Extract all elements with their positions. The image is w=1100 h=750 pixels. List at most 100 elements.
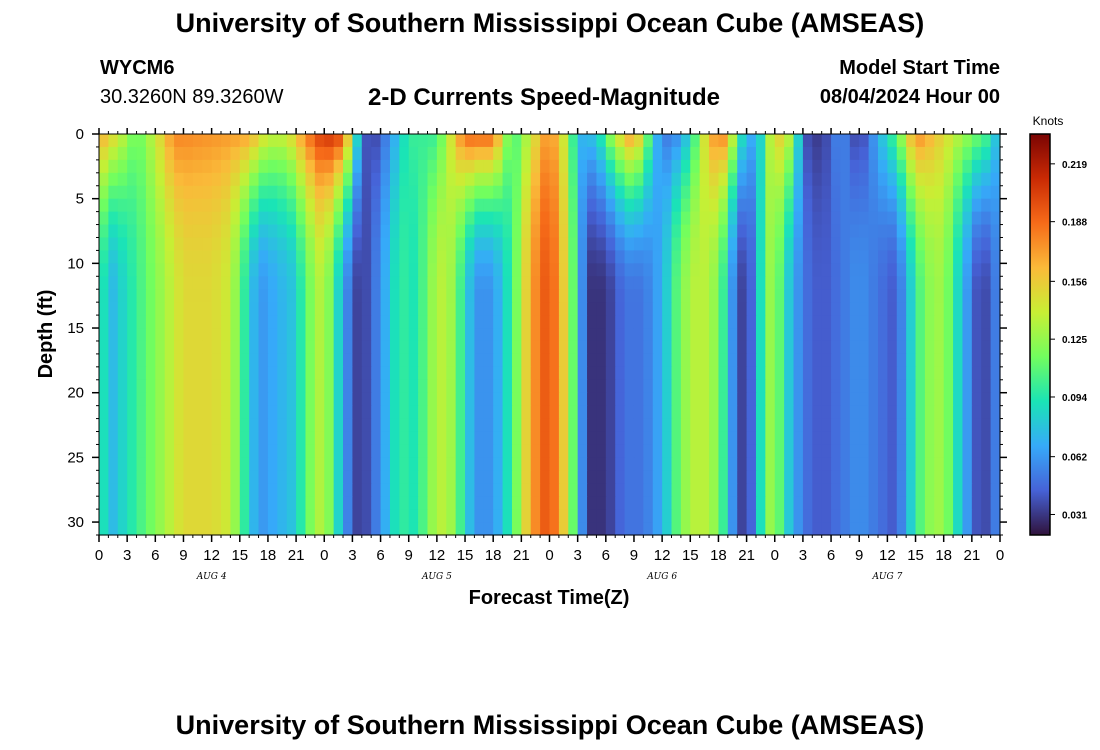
heatmap-cell	[455, 444, 466, 458]
x-tick-label: 3	[573, 547, 581, 564]
heatmap-cell	[981, 522, 992, 536]
heatmap-cell	[502, 224, 513, 239]
heatmap-cell	[455, 198, 466, 213]
heatmap-cell	[540, 405, 551, 420]
heatmap-cell	[774, 172, 785, 187]
heatmap-cell	[540, 328, 551, 342]
heatmap-cell	[793, 431, 804, 446]
heatmap-cell	[981, 211, 992, 226]
heatmap-cell	[202, 340, 213, 355]
heatmap-cell	[877, 237, 888, 252]
heatmap-cell	[877, 276, 888, 290]
heatmap-cell	[906, 276, 917, 290]
heatmap-cell	[155, 263, 166, 277]
heatmap-cell	[624, 328, 635, 342]
heatmap-cell	[812, 431, 823, 446]
heatmap-cell	[221, 237, 231, 252]
heatmap-cell	[465, 366, 476, 381]
heatmap-cell	[249, 522, 260, 536]
heatmap-cell	[643, 392, 654, 407]
heatmap-cell	[615, 134, 626, 148]
heatmap-cell	[690, 353, 701, 368]
heatmap-cell	[474, 483, 485, 497]
heatmap-cell	[934, 328, 945, 342]
heatmap-cell	[202, 457, 213, 471]
heatmap-cell	[633, 379, 644, 394]
heatmap-cell	[615, 470, 626, 484]
heatmap-cell	[192, 483, 203, 497]
x-tick-label: 18	[935, 547, 952, 564]
heatmap-cell	[971, 405, 982, 420]
heatmap-cell	[943, 353, 954, 368]
y-tick-label: 30	[67, 514, 84, 531]
heatmap-cell	[821, 159, 832, 174]
heatmap-cell	[136, 405, 147, 420]
heatmap-cell	[784, 146, 795, 161]
heatmap-cell	[296, 379, 307, 394]
heatmap-cell	[802, 250, 813, 264]
heatmap-cell	[117, 237, 128, 252]
heatmap-cell	[549, 522, 560, 536]
heatmap-cell	[455, 224, 466, 239]
heatmap-cell	[493, 328, 504, 342]
heatmap-cell	[990, 340, 1001, 355]
heatmap-cell	[915, 302, 926, 316]
heatmap-cell	[680, 470, 691, 484]
heatmap-cell	[755, 444, 766, 458]
heatmap-cell	[511, 172, 522, 187]
heatmap-cell	[859, 134, 870, 148]
heatmap-cell	[718, 211, 729, 226]
heatmap-cell	[192, 353, 203, 368]
heatmap-cell	[239, 405, 250, 420]
heatmap-cell	[230, 470, 241, 484]
heatmap-cell	[709, 328, 720, 342]
heatmap-cell	[549, 366, 560, 381]
heatmap-cell	[662, 315, 673, 329]
heatmap-cell	[718, 328, 729, 342]
heatmap-cell	[765, 276, 776, 290]
heatmap-cell	[840, 353, 851, 368]
heatmap-cell	[774, 146, 785, 161]
heatmap-cell	[380, 470, 391, 484]
heatmap-cell	[99, 250, 109, 264]
heatmap-cell	[868, 522, 879, 536]
heatmap-cell	[483, 302, 494, 316]
heatmap-cell	[305, 302, 316, 316]
heatmap-cell	[408, 522, 419, 536]
heatmap-cell	[633, 198, 644, 213]
heatmap-cell	[615, 211, 626, 226]
heatmap-cell	[831, 457, 842, 471]
heatmap-cell	[727, 509, 738, 523]
x-tick-label: 15	[682, 547, 699, 564]
heatmap-cell	[455, 146, 466, 161]
heatmap-cell	[671, 263, 682, 277]
heatmap-cell	[511, 418, 522, 433]
heatmap-cell	[718, 302, 729, 316]
heatmap-cell	[774, 418, 785, 433]
heatmap-cell	[558, 470, 569, 484]
heatmap-cell	[277, 509, 288, 523]
heatmap-cell	[221, 522, 231, 536]
heatmap-cell	[821, 483, 832, 497]
x-tick-label: 6	[827, 547, 835, 564]
heatmap-cell	[549, 315, 560, 329]
heatmap-cell	[483, 289, 494, 303]
heatmap-cell	[465, 405, 476, 420]
heatmap-cell	[577, 185, 588, 200]
heatmap-cell	[399, 211, 410, 226]
heatmap-cell	[558, 444, 569, 458]
heatmap-cell	[389, 146, 400, 161]
heatmap-cell	[896, 185, 907, 200]
heatmap-cell	[662, 185, 673, 200]
heatmap-cell	[596, 444, 607, 458]
heatmap-cell	[615, 328, 626, 342]
heatmap-cell	[249, 496, 260, 510]
heatmap-cell	[267, 159, 278, 174]
heatmap-cell	[549, 418, 560, 433]
heatmap-cell	[183, 353, 194, 368]
heatmap-cell	[343, 405, 354, 420]
heatmap-cell	[145, 405, 156, 420]
heatmap-cell	[183, 134, 194, 148]
heatmap-cell	[802, 431, 813, 446]
heatmap-cell	[896, 302, 907, 316]
